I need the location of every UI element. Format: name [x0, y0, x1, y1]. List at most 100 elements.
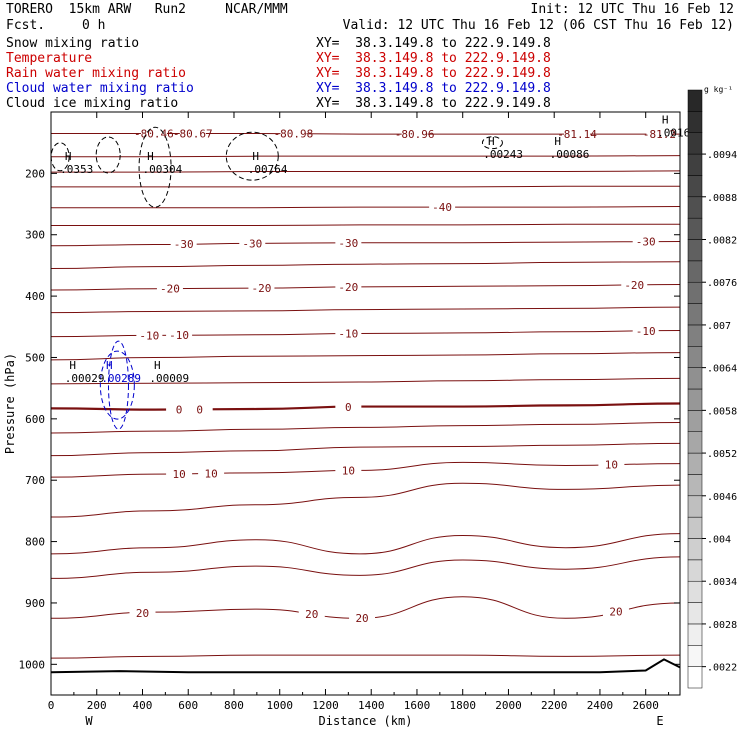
contour-label: -10 [636, 325, 656, 338]
colorbar-segment [687, 666, 703, 689]
contour-label-bg [335, 464, 362, 477]
contour-label-bg [140, 127, 167, 140]
maximum-value-label: .0016 [657, 126, 690, 139]
contour-label-bg [166, 403, 193, 416]
colorbar-segment [687, 388, 703, 411]
x-tick-label: 1600 [404, 699, 431, 712]
contour-label-bg [632, 235, 659, 248]
colorbar-tick-label: .0088 [707, 193, 737, 204]
temperature-contour-14 [50, 422, 681, 434]
colorbar-segment [687, 645, 703, 667]
maximum-value-label: .00029 [65, 372, 105, 385]
colorbar-segment [687, 239, 703, 262]
mixing-ratio-contour-5 [107, 340, 129, 430]
contour-label: -20 [624, 279, 644, 292]
temperature-contour-18 [50, 533, 681, 555]
colorbar-tick-label: .0058 [707, 406, 737, 417]
colorbar-segment [687, 260, 703, 283]
colorbar-tick-label: .0064 [707, 364, 737, 375]
contour-label: -10 [338, 328, 358, 341]
x-tick-label: 2400 [587, 699, 614, 712]
colorbar-segment [687, 89, 703, 112]
x-axis-label: Distance (km) [319, 714, 413, 728]
colorbar-tick-label: .0034 [707, 577, 737, 588]
legend-cloud-ice-label: Cloud ice mixing ratio [6, 96, 179, 111]
legend-snow-xy: XY= 38.3.149.8 to 222.9.149.8 [316, 36, 551, 51]
maximum-marker-h: H [554, 135, 561, 148]
x-tick-label: 2000 [495, 699, 522, 712]
contour-label-bg [166, 467, 193, 480]
y-tick-label: 400 [25, 290, 45, 303]
contour-label-bg [621, 278, 648, 291]
maximum-marker-h: H [488, 135, 495, 148]
contour-label-bg [170, 238, 197, 251]
x-tick-label: 1400 [358, 699, 385, 712]
forecast-label: Fcst. [6, 18, 46, 33]
colorbar-segment [687, 474, 703, 497]
valid-time: Valid: 12 UTC Thu 16 Feb 12 (06 CST Thu … [342, 18, 734, 33]
x-tick-label: 200 [87, 699, 107, 712]
contour-label-bg [166, 329, 193, 342]
maximum-marker-h: H [662, 113, 669, 126]
contour-label: -20 [160, 283, 180, 296]
contour-label-bg [156, 282, 183, 295]
contour-label: 20 [609, 606, 622, 619]
maximum-value-label: .00086 [550, 148, 590, 161]
colorbar-tick-label: .0046 [707, 492, 737, 503]
contour-label: -10 [139, 329, 159, 342]
contour-label: -30 [174, 238, 194, 251]
legend-cloud-water-xy: XY= 38.3.149.8 to 222.9.149.8 [316, 81, 551, 96]
contour-label: -10 [169, 329, 189, 342]
contour-label-bg [335, 236, 362, 249]
temperature-contour-12 [50, 377, 681, 385]
contour-label: -81.14 [557, 128, 597, 141]
temperature-contour-3 [50, 185, 680, 188]
maximum-value-label: .0353 [60, 163, 93, 176]
colorbar-tick-label: .0052 [707, 449, 737, 460]
temperature-contour-9 [50, 306, 681, 314]
colorbar-segment [687, 281, 703, 304]
colorbar-tick-label: .0028 [707, 620, 737, 631]
mixing-ratio-contour-2 [138, 126, 172, 208]
contour-label: -80.46 [134, 127, 174, 140]
colorbar-segment [687, 495, 703, 518]
temperature-contour-1 [50, 155, 681, 158]
contour-label: 20 [355, 612, 368, 625]
mixing-ratio-contour-3 [225, 131, 279, 181]
contour-label: -20 [338, 281, 358, 294]
contour-label-bg [239, 237, 266, 250]
ground-surface-line [50, 658, 681, 674]
west-label: W [85, 714, 93, 728]
y-tick-label: 700 [25, 474, 45, 487]
contour-label: -80.67 [173, 127, 213, 140]
temperature-contour-17 [50, 482, 681, 518]
mixing-ratio-maxima: H.0353H.00304H.00764H.00243H.00086H.0016… [60, 113, 690, 384]
colorbar-tick-label: .0022 [707, 663, 737, 674]
temperature-contour-2 [50, 170, 681, 173]
contour-label: 20 [136, 607, 149, 620]
legend-cloud-water-label: Cloud water mixing ratio [6, 81, 194, 96]
contour-label-bg [646, 128, 673, 141]
colorbar-segment [687, 303, 703, 326]
maximum-marker-h: H [147, 150, 154, 163]
contour-label: -30 [636, 236, 656, 249]
x-tick-label: 2600 [632, 699, 659, 712]
maximum-value-label: .00009 [149, 372, 189, 385]
temperature-contour-11 [50, 352, 681, 361]
colorbar-segment [687, 324, 703, 347]
plot-frame [50, 111, 681, 696]
contour-label: 20 [305, 608, 318, 621]
colorbar-segment [687, 452, 703, 475]
y-tick-label: 900 [25, 597, 45, 610]
colorbar-segment [687, 516, 703, 539]
plot-axes: 0 200 400 600 800 1000 1200 1400 1600 1800 2000 220… [3, 111, 681, 728]
contour-label: -20 [251, 282, 271, 295]
contour-label: -30 [242, 237, 262, 250]
contour-label-bg [186, 403, 213, 416]
maximum-value-label: .00764 [248, 163, 288, 176]
temperature-contour-13 [50, 402, 681, 411]
legend-snow-label: Snow mixing ratio [6, 36, 140, 51]
mixing-ratio-contour-1 [95, 136, 121, 174]
legend-rain-label: Rain water mixing ratio [6, 66, 187, 81]
contour-label-bg [632, 324, 659, 337]
